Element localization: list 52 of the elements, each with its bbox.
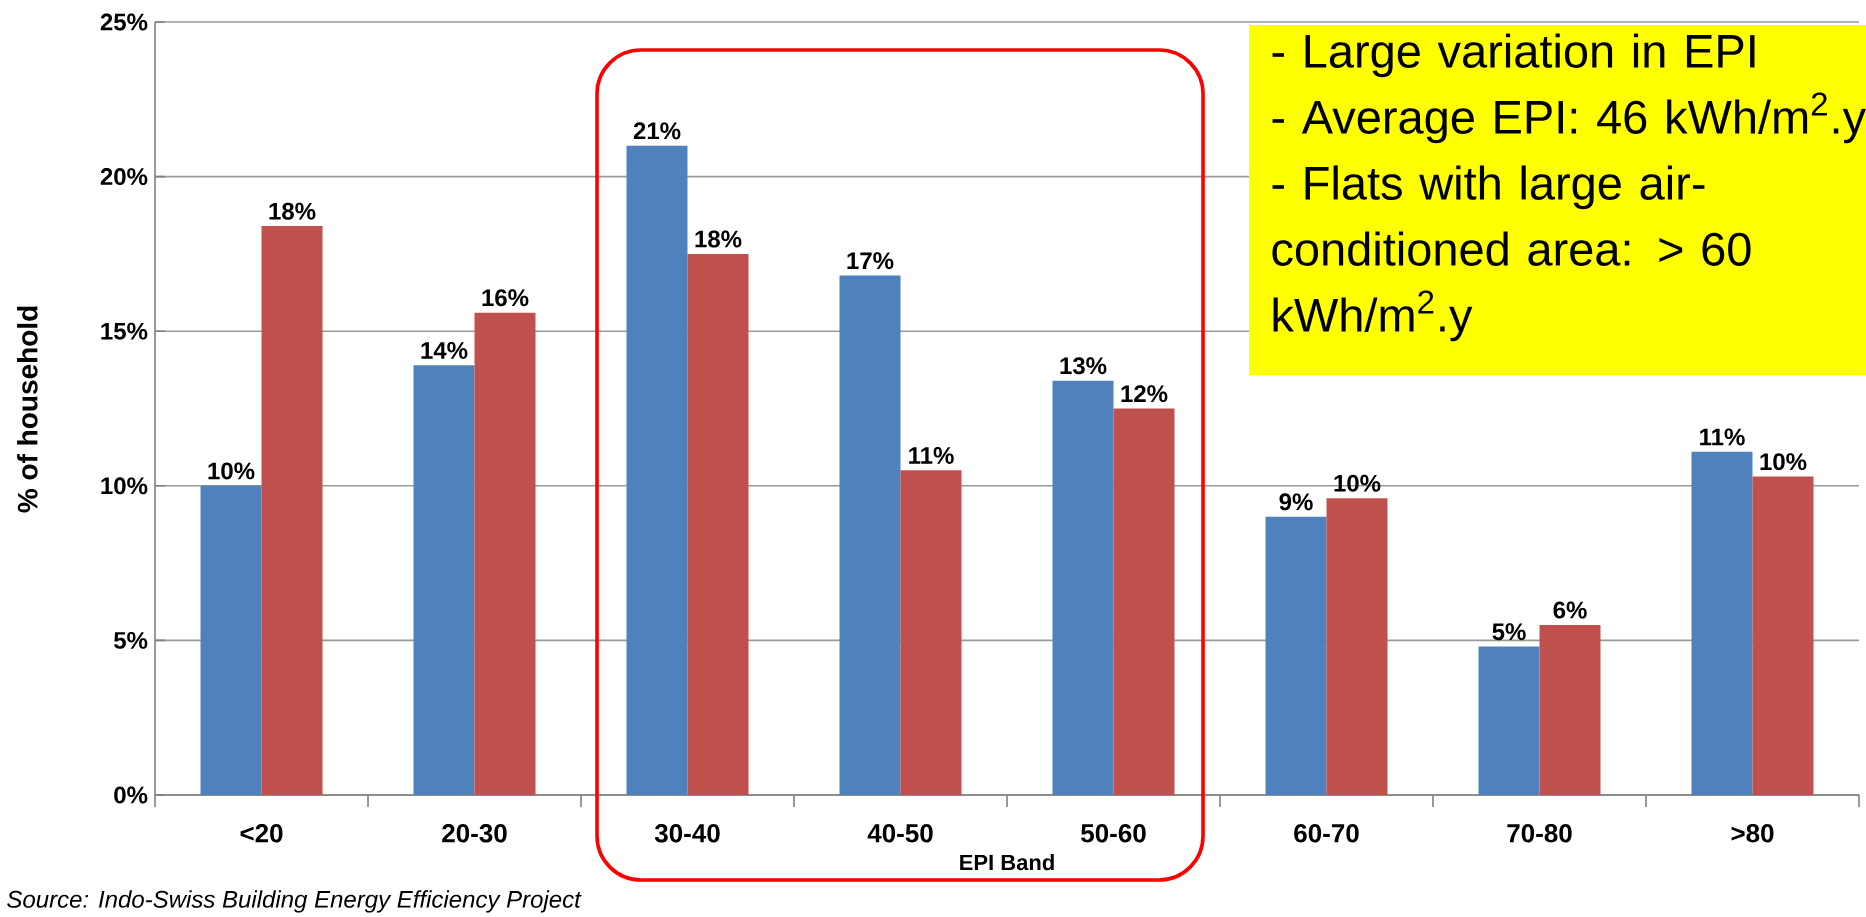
data-label: 5% (1492, 623, 1526, 641)
bar (1478, 646, 1540, 795)
x-tick-label: 50-60 (1081, 824, 1146, 843)
bar (626, 145, 688, 795)
source-note: Source: Indo-Swiss Building Energy Efficiency Project (7, 890, 582, 913)
data-label: 18% (695, 230, 742, 248)
bar (900, 470, 962, 795)
data-label: 11% (1700, 428, 1745, 446)
x-tick-label: <20 (240, 824, 283, 843)
x-tick-label: 20-30 (442, 824, 507, 843)
bar (1326, 498, 1388, 795)
y-tick-label: 10% (101, 477, 148, 495)
data-label: 11% (909, 447, 954, 464)
y-tick-label: 0% (114, 786, 148, 804)
y-tick-label: 25% (100, 13, 148, 31)
data-label: 10% (208, 462, 255, 480)
annotation: - Flats with large air-conditioned area: > 60 kWh/m$^{2}$.y (1272, 165, 1751, 342)
y-tick-label: 20% (100, 168, 148, 186)
bar (261, 226, 323, 795)
annotation: - Large variation in EPI (1272, 33, 1755, 78)
bar (687, 253, 749, 795)
bar (1113, 408, 1175, 795)
bar (1265, 516, 1327, 795)
annotation: - Average EPI: 46 kWh/m$^{2}$.y (1272, 92, 1866, 144)
bar (839, 275, 901, 795)
bar (474, 312, 536, 795)
bar (1052, 380, 1114, 795)
data-label: 9% (1279, 493, 1313, 511)
data-label: 17% (847, 252, 894, 270)
y-tick-label: 15% (101, 322, 148, 340)
data-label: 18% (269, 202, 316, 220)
data-label: 10% (1334, 474, 1381, 492)
x-tick-label: 30-40 (654, 824, 720, 843)
bar (1752, 476, 1814, 795)
y-tick-label: 5% (114, 631, 148, 649)
data-label: 10% (1760, 453, 1807, 471)
x-tick-label: 40-50 (867, 824, 933, 843)
y-axis-title: % of household (17, 306, 38, 513)
data-label: 16% (482, 289, 529, 307)
data-label: 21% (633, 122, 681, 140)
bar (413, 365, 475, 795)
data-label: 14% (421, 341, 468, 359)
x-tick-label: >80 (1731, 824, 1774, 843)
data-label: 12% (1121, 385, 1168, 403)
bar (200, 485, 262, 795)
x-tick-label: 60-70 (1294, 824, 1359, 843)
x-axis-title: EPI Band (960, 854, 1054, 871)
x-tick-label: 70-80 (1507, 824, 1572, 843)
data-label: 13% (1060, 357, 1107, 375)
bar (1539, 624, 1601, 795)
data-label: 6% (1553, 601, 1587, 619)
bar (1691, 451, 1753, 795)
